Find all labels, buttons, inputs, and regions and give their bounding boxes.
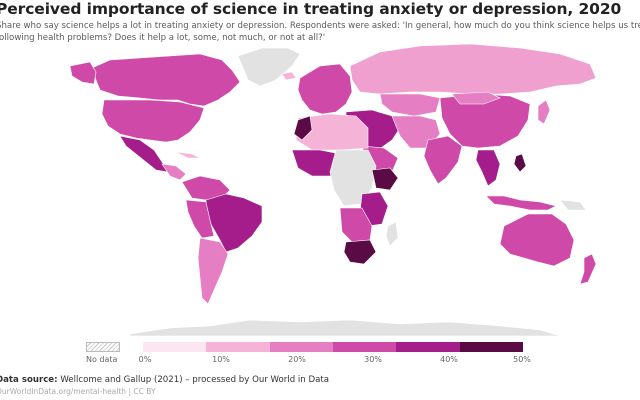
legend-tick: 40%	[440, 355, 458, 364]
region-morocco[interactable]	[293, 115, 313, 141]
region-united-states[interactable]	[101, 99, 205, 143]
region-mongolia[interactable]	[451, 91, 501, 105]
region-antarctica[interactable]	[129, 319, 561, 337]
region-alaska[interactable]	[69, 61, 97, 85]
legend-bin-5	[459, 342, 523, 352]
region-iceland[interactable]	[281, 71, 297, 81]
legend-bin-3	[332, 342, 397, 352]
region-indonesia[interactable]	[485, 195, 557, 211]
legend-bin-1	[206, 342, 270, 352]
region-india[interactable]	[423, 135, 463, 185]
region-madagascar[interactable]	[385, 221, 399, 247]
region-north-africa[interactable]	[295, 113, 369, 151]
legend-tick: 30%	[364, 355, 382, 364]
legend-tick: 0%	[138, 355, 152, 364]
region-central-africa[interactable]	[329, 149, 377, 207]
region-papua[interactable]	[559, 199, 587, 211]
region-australia[interactable]	[499, 213, 575, 267]
region-central-america[interactable]	[161, 163, 187, 181]
data-source-text: Wellcome and Gallup (2021) – processed b…	[60, 375, 330, 385]
legend-no-data-swatch	[86, 342, 120, 352]
region-ethiopia[interactable]	[371, 167, 399, 191]
subtitle: Share who say science helps a lot in tre…	[0, 20, 640, 44]
region-central-asia[interactable]	[379, 93, 441, 117]
region-china[interactable]	[439, 93, 531, 149]
legend-bin-2	[269, 342, 333, 352]
legend-bin-4	[396, 342, 460, 352]
legend-tick: 20%	[288, 355, 306, 364]
legend-bin-0	[143, 342, 207, 352]
region-europe[interactable]	[297, 63, 353, 115]
region-canada[interactable]	[91, 53, 241, 107]
region-greenland[interactable]	[237, 47, 301, 87]
region-japan[interactable]	[537, 99, 551, 125]
subtitle-line-2: following health problems? Does it help …	[0, 33, 326, 43]
legend-no-data-label: No data	[86, 355, 118, 364]
region-mexico[interactable]	[119, 135, 169, 173]
subtitle-line-1: Share who say science helps a lot in tre…	[0, 21, 640, 31]
region-russia[interactable]	[349, 43, 597, 95]
source-url[interactable]: OurWorldInData.org/mental-health | CC BY	[0, 387, 156, 396]
region-south-africa[interactable]	[343, 239, 377, 265]
region-southeast-asia[interactable]	[475, 149, 501, 187]
legend-tick: 10%	[212, 355, 230, 364]
page-title: Perceived importance of science in treat…	[0, 0, 622, 18]
data-source: Data source: Wellcome and Gallup (2021) …	[0, 375, 329, 385]
data-source-label: Data source:	[0, 375, 58, 385]
region-peru-bolivia[interactable]	[185, 199, 215, 239]
world-map[interactable]	[0, 40, 640, 340]
legend-tick: 50%	[513, 355, 531, 364]
region-philippines[interactable]	[513, 153, 527, 173]
region-new-zealand[interactable]	[579, 253, 597, 285]
region-southern-cone[interactable]	[197, 237, 229, 305]
legend-color-scale	[143, 342, 523, 352]
region-caribbean[interactable]	[175, 151, 201, 159]
